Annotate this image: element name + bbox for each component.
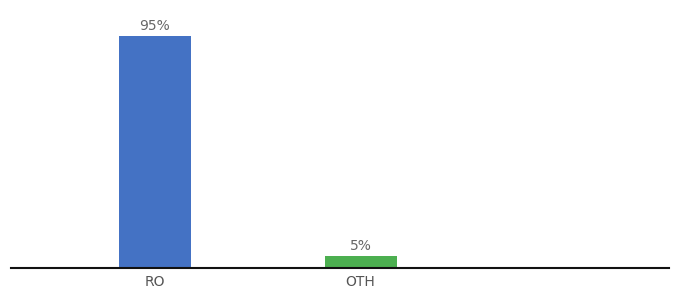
Text: 5%: 5% [350,239,371,253]
Text: 95%: 95% [139,19,171,33]
Bar [324,256,396,268]
Bar [119,36,191,268]
